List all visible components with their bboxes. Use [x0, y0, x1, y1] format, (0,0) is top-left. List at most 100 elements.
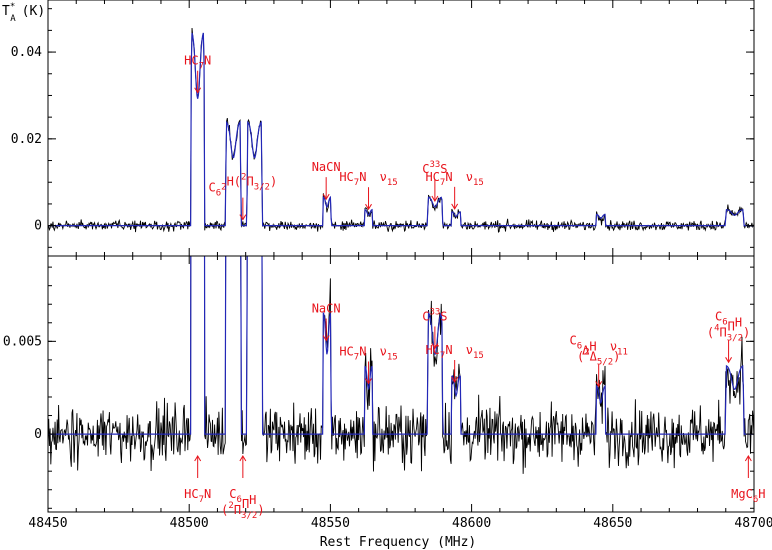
annotation-label-sup: 2	[228, 501, 233, 511]
x-tick-label: 48600	[452, 516, 491, 531]
annotation-arrowhead	[365, 378, 372, 385]
annotation-label-main: C	[569, 333, 576, 347]
annotation-label-sub: 3/2	[727, 333, 743, 343]
annotation-label-sub: 7	[199, 495, 204, 505]
annotation-label-main: NaCN	[312, 302, 341, 316]
annotation-arrowhead	[451, 203, 459, 210]
annotation-label-sup: 2	[221, 183, 226, 193]
annotation-label-nusub: 15	[473, 178, 484, 188]
observed-spectrum-line	[48, 27, 754, 233]
line-annotation: HC7N ν15	[339, 344, 398, 385]
line-annotation: C33S	[422, 160, 448, 202]
annotation-label-greek: Δ	[582, 343, 590, 357]
annotation-label-sub: 3/2	[254, 183, 270, 193]
y-axis-title-main: T	[2, 4, 10, 19]
annotation-arrowhead	[322, 193, 330, 201]
annotation-label-main: NaCN	[312, 160, 341, 174]
line-annotation: C62H(2Π3/2)	[209, 173, 277, 221]
annotation-label-sub: 6	[216, 189, 221, 199]
annotation-label-main: HC	[425, 170, 439, 184]
annotation-label-tail: N	[204, 54, 211, 68]
annotation-label: C6ΠH	[229, 487, 256, 511]
annotation-arrowhead	[239, 214, 247, 221]
line-annotation: HC7N ν15	[425, 170, 484, 210]
annotation-label-tail: )	[270, 175, 277, 189]
annotation-label: HC7N ν15	[425, 343, 483, 361]
annotation-label-greek: Π	[234, 503, 241, 517]
line-annotation: HC7N ν15	[339, 170, 398, 211]
annotation-label-greek: Π	[242, 497, 249, 511]
annotation-label-sub: 6	[722, 317, 727, 327]
annotation-label: C6ΔH ν11	[569, 333, 627, 357]
line-annotation: C6ΠH(2Π3/2)	[221, 455, 265, 521]
x-tick-label: 48650	[593, 516, 632, 531]
line-annotation: MgC6H	[731, 455, 766, 505]
annotation-label-sup: 4	[714, 323, 719, 333]
annotation-label-sup: 2	[584, 347, 589, 357]
annotation-label-sup: 33	[429, 307, 440, 317]
annotation-label-greek: Π	[720, 325, 727, 339]
annotation-label: C6ΠH	[715, 309, 742, 333]
annotation-label: MgC6H	[731, 487, 765, 505]
annotation-label: NaCN	[312, 160, 341, 174]
annotation-arrowhead	[431, 195, 439, 202]
annotation-label-line2: (2Π3/2)	[221, 501, 264, 521]
annotation-arrowhead	[595, 381, 603, 388]
annotation-arrowhead	[725, 357, 733, 364]
annotation-label-nusub: 15	[387, 178, 398, 188]
annotation-label-close: )	[613, 349, 620, 363]
annotation-label-sub: 6	[753, 495, 758, 505]
annotation-label-tail: N	[445, 343, 452, 357]
annotation-label: C33S	[422, 307, 447, 323]
panel-frame	[47, 255, 755, 513]
annotation-label-nusub: 15	[387, 352, 398, 362]
annotation-label-sup: 2	[241, 173, 246, 183]
y-tick-label: 0	[34, 219, 42, 234]
annotation-label-tail: N	[359, 170, 366, 184]
y-axis-title-sub: A	[10, 14, 16, 24]
annotation-label-greek: Π	[246, 175, 253, 189]
annotation-label-open: (	[707, 325, 714, 339]
annotation-label-tail: H	[735, 315, 742, 329]
annotation-label-main: C	[209, 181, 216, 195]
annotation-label-tail: S	[440, 309, 447, 323]
annotation-label-sup: 33	[429, 160, 440, 170]
annotation-label: HC7N	[184, 487, 211, 505]
annotation-label-sub: 7	[440, 351, 445, 361]
annotation-label-tail: S	[440, 162, 447, 176]
annotation-label-open: (	[577, 349, 584, 363]
annotation-arrowhead	[431, 343, 439, 350]
y-tick-label: 0.02	[11, 132, 42, 147]
annotation-label-nu: ν	[372, 344, 386, 358]
annotation-label-sub: 7	[354, 178, 359, 188]
observed-spectrum-line	[48, 256, 754, 474]
y-axis-title-unit: (K)	[22, 4, 45, 19]
annotation-label-tail: H	[249, 493, 256, 507]
annotation-label-tail: H	[589, 339, 596, 353]
annotation-label-main: C	[229, 487, 236, 501]
y-axis-title-sup: *	[10, 2, 15, 12]
annotation-label-close: )	[257, 503, 264, 517]
annotation-label-nu: ν	[603, 339, 617, 353]
line-annotation: NaCN	[312, 160, 341, 201]
line-annotation: NaCN	[312, 302, 341, 342]
annotation-arrowhead	[322, 335, 330, 342]
annotation-arrowhead	[194, 455, 202, 462]
annotation-label-main: HC	[339, 344, 353, 358]
annotation-label-sub: 6	[577, 341, 582, 351]
annotation-label-main: C	[422, 309, 429, 323]
y-axis-title: T* A (K)	[2, 2, 45, 24]
model-spectrum-line	[48, 256, 754, 435]
annotation-label-line2: (2Δ5/2)	[577, 347, 620, 367]
line-annotation: C33S	[422, 307, 448, 350]
x-tick-labels: 48450 48500 48550 48600 48650 48700	[28, 516, 772, 531]
annotation-label-open: (	[221, 503, 228, 517]
line-annotation: C6ΔH ν11(2Δ5/2)	[569, 333, 628, 388]
annotation-label-tail: N	[445, 170, 452, 184]
annotation-arrowhead	[744, 455, 752, 462]
annotation-label: C33S	[422, 160, 447, 176]
y-tick-label: 0.005	[3, 334, 42, 349]
